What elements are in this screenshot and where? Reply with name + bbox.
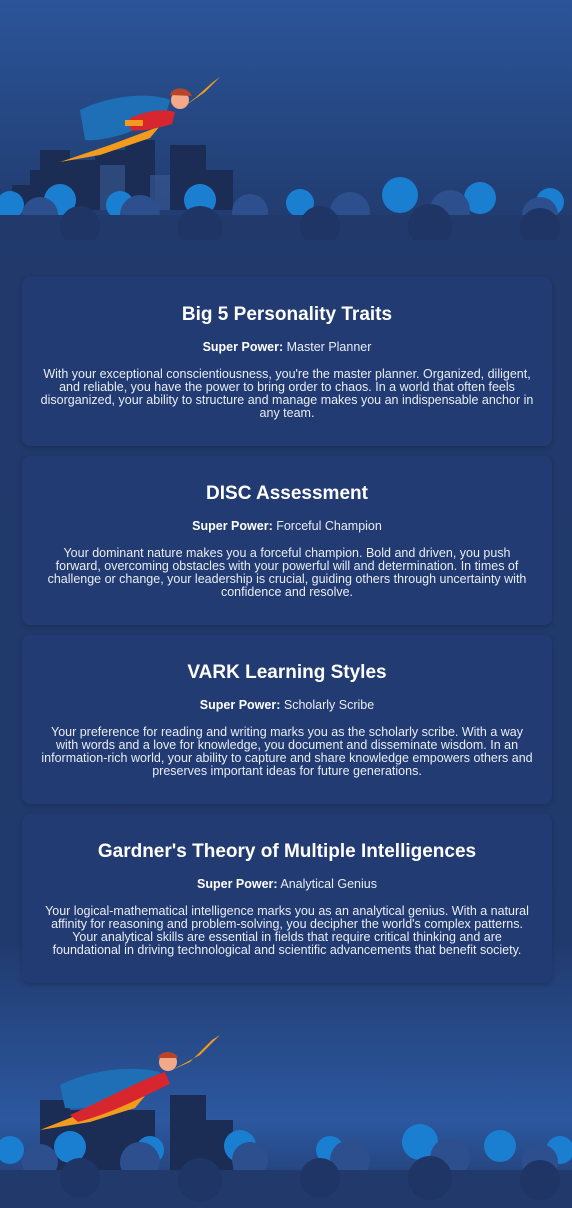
card-description: With your exceptional conscientiousness,…: [40, 367, 534, 420]
card-description: Your logical-mathematical intelligence m…: [45, 904, 529, 957]
hero-illustration-top: [0, 0, 572, 240]
super-power-value: Analytical Genius: [280, 877, 377, 891]
super-power-label: Super Power:: [192, 519, 273, 533]
super-power: Super Power: Scholarly Scribe: [40, 698, 534, 712]
card-title: VARK Learning Styles: [187, 662, 387, 683]
card-vark: VARK Learning Styles Super Power: Schola…: [22, 635, 552, 804]
super-power-value: Master Planner: [286, 340, 372, 354]
card-title: DISC Assessment: [206, 483, 368, 504]
card-description: Your dominant nature makes you a forcefu…: [47, 546, 527, 599]
clouds: [0, 1124, 572, 1208]
card-disc: DISC Assessment Super Power: Forceful Ch…: [22, 456, 552, 625]
super-power: Super Power: Forceful Champion: [40, 519, 534, 533]
super-power: Super Power: Analytical Genius: [40, 877, 534, 891]
clouds: [0, 177, 572, 240]
card-gardner: Gardner's Theory of Multiple Intelligenc…: [22, 814, 552, 983]
super-power-label: Super Power:: [197, 877, 278, 891]
flying-superhero-bottom: [40, 1035, 220, 1130]
flying-superhero-top: [60, 77, 220, 162]
card-description: Your preference for reading and writing …: [41, 725, 533, 778]
super-power: Super Power: Master Planner: [40, 340, 534, 354]
card-title: Big 5 Personality Traits: [181, 304, 393, 325]
hero-illustration-bottom: [0, 1010, 572, 1208]
super-power-value: Forceful Champion: [276, 519, 382, 533]
card-title: Gardner's Theory of Multiple Intelligenc…: [97, 841, 477, 862]
cards-list: Big 5 Personality Traits Super Power: Ma…: [22, 277, 552, 993]
super-power-value: Scholarly Scribe: [283, 698, 375, 712]
card-big5: Big 5 Personality Traits Super Power: Ma…: [22, 277, 552, 446]
super-power-label: Super Power:: [199, 698, 281, 712]
super-power-label: Super Power:: [202, 340, 284, 354]
